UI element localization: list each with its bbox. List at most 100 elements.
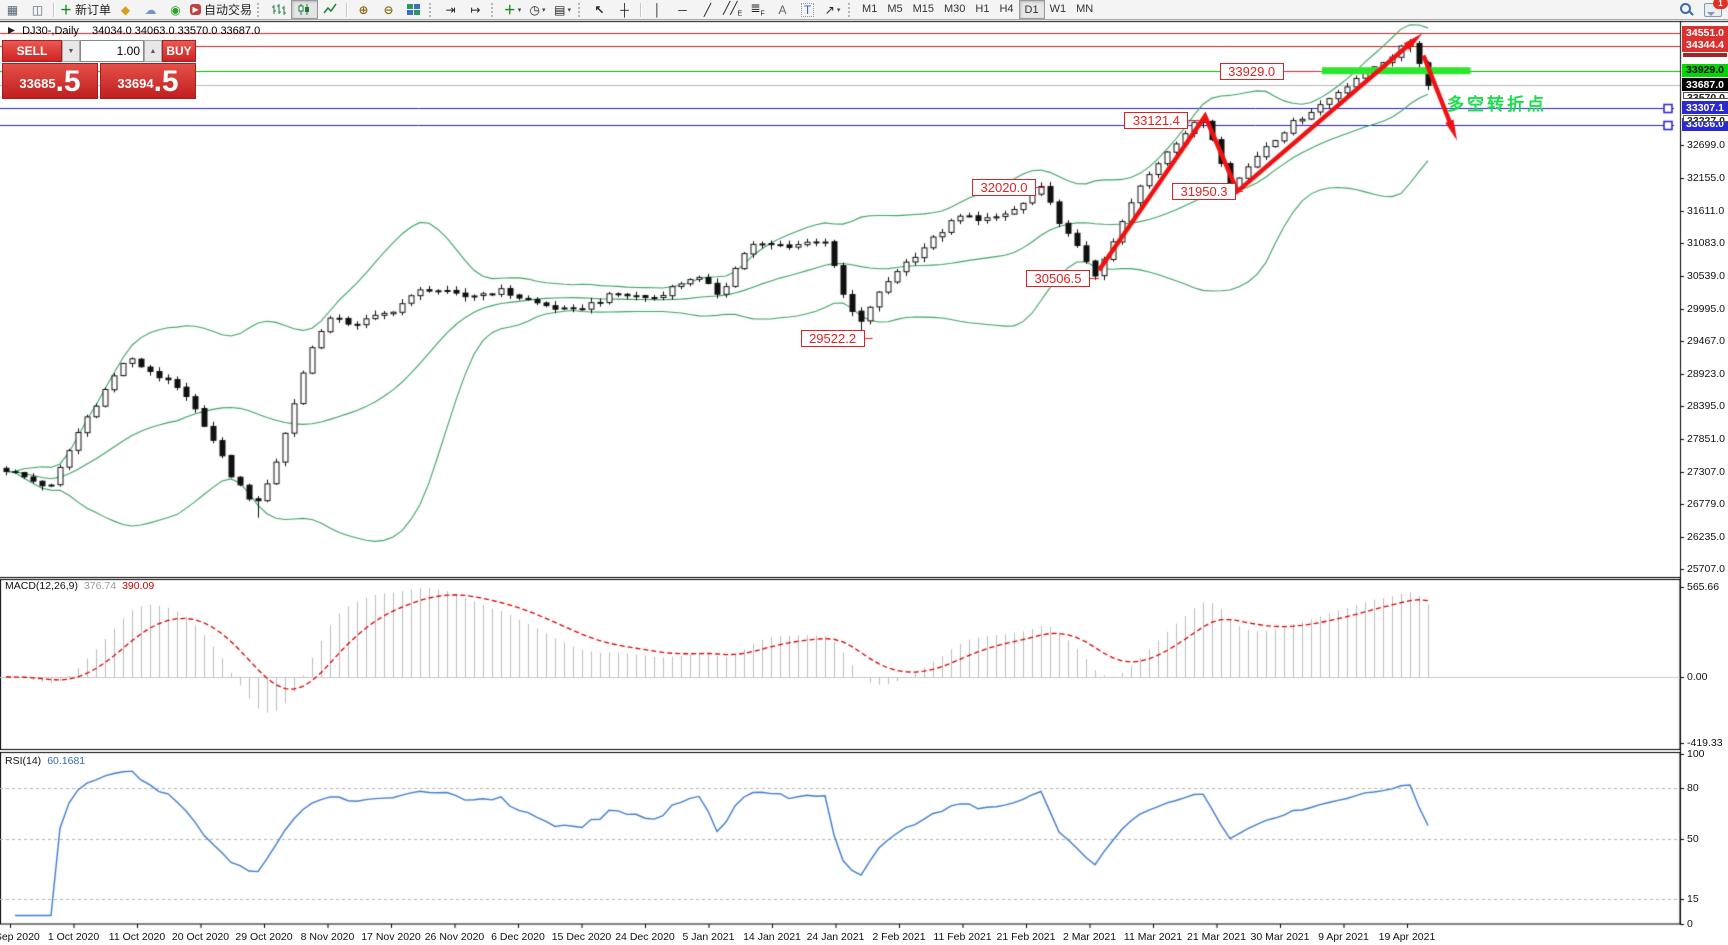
periods-button[interactable]: ◷ ▾ bbox=[525, 1, 550, 18]
candle-chart-button[interactable] bbox=[291, 0, 319, 19]
zoom-out-button[interactable]: ⊖ bbox=[376, 1, 401, 18]
chat-tail-icon bbox=[1707, 11, 1715, 20]
macd-label: MACD(12,26,9) 376.74 390.09 bbox=[5, 580, 154, 592]
notification-badge: 1 bbox=[1713, 0, 1728, 9]
add-indicator-button[interactable]: ＋ ▾ bbox=[500, 1, 525, 18]
toolbar-separator bbox=[346, 2, 349, 17]
macd-main-value: 376.74 bbox=[83, 580, 117, 592]
crosshair-icon: ┼ bbox=[620, 2, 629, 17]
toolbar-drag-handle[interactable] bbox=[848, 2, 854, 17]
toolbar-separator bbox=[640, 2, 643, 17]
new-order-button[interactable]: ＋ 新订单 bbox=[58, 1, 113, 18]
timeframe-group: M1 M5 M15 M30 H1 H4 D1 W1 MN bbox=[857, 0, 1098, 19]
rsi-label: RSI(14) 60.1681 bbox=[5, 755, 85, 767]
macd-name: MACD(12,26,9) bbox=[5, 580, 78, 592]
chart-shift-icon: ↦ bbox=[470, 2, 481, 17]
community-icon[interactable]: ☁ bbox=[138, 1, 163, 18]
tile-windows-icon bbox=[407, 4, 421, 15]
one-click-trading-panel: SELL ▼ ▲ BUY 33685.5 33694.5 bbox=[2, 40, 196, 99]
new-order-label: 新订单 bbox=[75, 3, 112, 17]
label-icon: T bbox=[800, 2, 815, 17]
chart-title: DJ30-,Daily 34034.0 34063.0 33570.0 3368… bbox=[8, 25, 260, 37]
volume-increase-button[interactable]: ▲ bbox=[144, 40, 162, 62]
zoom-in-icon: ⊕ bbox=[358, 2, 369, 17]
volume-input[interactable] bbox=[80, 40, 144, 62]
gold-icon: ◆ bbox=[120, 2, 131, 17]
arrows-button[interactable]: ↗ ▾ bbox=[820, 1, 845, 18]
crosshair-button[interactable]: ┼ bbox=[612, 1, 637, 18]
dropdown-arrow-icon: ▾ bbox=[542, 6, 546, 14]
line-chart-button[interactable] bbox=[318, 1, 343, 18]
chart-note-text[interactable]: 多空转折点 bbox=[1447, 95, 1547, 114]
zoom-in-button[interactable]: ⊕ bbox=[351, 1, 376, 18]
timeframe-button-m30[interactable]: M30 bbox=[944, 2, 966, 15]
market-watch-icon[interactable]: ◫ bbox=[25, 1, 50, 18]
timeframe-button-m15[interactable]: M15 bbox=[912, 2, 935, 15]
timeframe-button-mn[interactable]: MN bbox=[1076, 2, 1094, 15]
buy-price-display[interactable]: 33694.5 bbox=[100, 63, 196, 99]
cursor-button[interactable]: ↖ bbox=[587, 1, 612, 18]
candle-chart-icon bbox=[298, 4, 310, 15]
main-toolbar: ▦ ◫ ＋ 新订单 ◆ ☁ ◉ ▶ 自动交易 ⊕ ⊖ ⇥ ↦ ＋ ▾ ◷ ▾ ▤ ▾ … bbox=[0, 0, 1728, 20]
zoom-out-icon: ⊖ bbox=[383, 2, 394, 17]
channel-icon: ╱╱E bbox=[722, 0, 743, 18]
bar-chart-button[interactable] bbox=[266, 1, 291, 18]
volume-decrease-button[interactable]: ▼ bbox=[62, 40, 80, 62]
toolbar-drag-handle[interactable] bbox=[491, 2, 497, 17]
auto-scroll-icon: ⇥ bbox=[445, 2, 456, 17]
chart-shift-button[interactable]: ↦ bbox=[463, 1, 488, 18]
sell-price-display[interactable]: 33685.5 bbox=[2, 63, 98, 99]
new-order-plus-icon: ＋ bbox=[60, 2, 73, 17]
toolbar-separator bbox=[53, 2, 55, 17]
fibonacci-button[interactable]: ≣F bbox=[745, 1, 770, 18]
timeframe-button-d1[interactable]: D1 bbox=[1018, 0, 1045, 19]
dropdown-arrow-icon: ▾ bbox=[517, 6, 522, 14]
text-icon: A bbox=[778, 2, 787, 17]
notifications-button[interactable]: 1 bbox=[1704, 0, 1728, 20]
timeframe-button-h4[interactable]: H4 bbox=[999, 2, 1014, 15]
chart-ohlc-values: 34034.0 34063.0 33570.0 33687.0 bbox=[91, 25, 261, 37]
price-big-digit: .5 bbox=[55, 65, 81, 98]
horizontal-line-icon: ─ bbox=[678, 2, 687, 17]
sell-button[interactable]: SELL bbox=[2, 40, 62, 62]
price-main-digits: 33685 bbox=[19, 76, 56, 91]
charts-window-icon[interactable]: ▦ bbox=[0, 1, 25, 18]
text-button[interactable]: A bbox=[770, 1, 795, 18]
cursor-icon: ↖ bbox=[594, 2, 605, 17]
trendline-button[interactable]: ╱ bbox=[695, 1, 720, 18]
toolbar-drag-handle[interactable] bbox=[578, 2, 584, 17]
add-indicator-icon: ＋ bbox=[503, 2, 516, 17]
search-icon bbox=[1680, 3, 1691, 14]
toolbar-drag-handle[interactable] bbox=[429, 2, 435, 17]
channel-button[interactable]: ╱╱E bbox=[720, 1, 745, 18]
window-icon: ▦ bbox=[6, 2, 19, 17]
buy-button[interactable]: BUY bbox=[162, 40, 196, 62]
horizontal-line-button[interactable]: ─ bbox=[670, 1, 695, 18]
auto-scroll-button[interactable]: ⇥ bbox=[438, 1, 463, 18]
vertical-line-button[interactable]: │ bbox=[645, 1, 670, 18]
templates-button[interactable]: ▤ ▾ bbox=[550, 1, 575, 18]
news-icon[interactable]: ◉ bbox=[163, 1, 188, 18]
autotrading-icon: ▶ bbox=[190, 4, 202, 15]
timeframe-button-m1[interactable]: M1 bbox=[862, 2, 878, 15]
search-button[interactable] bbox=[1679, 2, 1694, 17]
autotrading-label: 自动交易 bbox=[204, 3, 253, 17]
vertical-line-icon: │ bbox=[653, 2, 662, 17]
market-watch-glyph: ◫ bbox=[31, 2, 44, 17]
rsi-name: RSI(14) bbox=[5, 755, 42, 767]
timeframe-button-h1[interactable]: H1 bbox=[975, 2, 990, 15]
clock-icon: ◷ bbox=[529, 2, 541, 17]
autotrading-button[interactable]: ▶ 自动交易 bbox=[188, 1, 254, 18]
dropdown-arrow-icon: ▾ bbox=[567, 6, 571, 14]
toolbar-drag-handle[interactable] bbox=[257, 2, 263, 17]
macd-signal-value: 390.09 bbox=[122, 580, 155, 592]
chart-window-icon bbox=[8, 27, 15, 34]
market-icon[interactable]: ◆ bbox=[113, 1, 138, 18]
timeframe-button-w1[interactable]: W1 bbox=[1049, 2, 1067, 15]
timeframe-button-m5[interactable]: M5 bbox=[887, 2, 903, 15]
toolbar-right-group: 1 bbox=[1679, 0, 1728, 20]
text-label-button[interactable]: T bbox=[795, 1, 820, 18]
tile-windows-button[interactable] bbox=[401, 1, 426, 18]
